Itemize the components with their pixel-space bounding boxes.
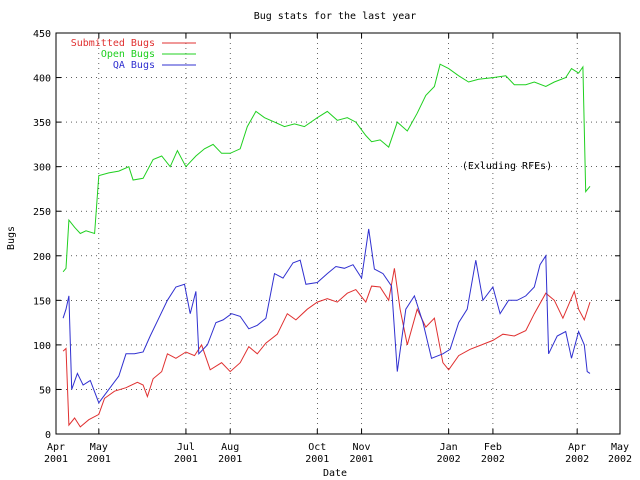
y-tick-label: 300 [33,163,51,174]
series-lines [62,63,591,428]
x-tick-label-year: 2002 [608,454,632,465]
x-axis-ticks: Apr2001May2001Jul2001Aug2001Oct2001Nov20… [44,33,632,465]
x-tick-label-month: Feb [484,442,502,453]
plot-area-frame [55,32,621,435]
x-tick-label-year: 2001 [87,454,111,465]
grid-lines [56,33,620,434]
x-tick-label-month: Aug [221,442,239,453]
x-tick-label-month: May [611,442,629,453]
x-tick-label-year: 2001 [350,454,374,465]
y-tick-label: 350 [33,118,51,129]
y-tick-label: 400 [33,74,51,85]
y-tick-label: 100 [33,341,51,352]
x-tick-label-year: 2001 [218,454,242,465]
y-tick-label: 50 [39,385,51,396]
x-tick-label-year: 2002 [565,454,589,465]
y-axis-label: Bugs [6,226,17,250]
x-tick-label-month: Nov [353,442,371,453]
series-line-open-bugs [62,63,591,273]
x-tick-label-year: 2002 [481,454,505,465]
annotation-text: (Exluding RFEs) [462,161,552,172]
y-tick-label: 450 [33,29,51,40]
x-tick-label-month: May [90,442,108,453]
legend-label-open-bugs: Open Bugs [101,49,155,60]
legend-label-submitted-bugs: Submitted Bugs [71,38,155,49]
x-tick-label-month: Apr [47,442,65,453]
y-tick-label: 250 [33,207,51,218]
legend-label-qa-bugs: QA Bugs [113,60,155,71]
x-tick-label-year: 2001 [174,454,198,465]
x-tick-label-month: Apr [568,442,586,453]
x-tick-label-month: Jul [177,442,195,453]
y-tick-label: 200 [33,252,51,263]
x-tick-label-year: 2001 [44,454,68,465]
chart-title: Bug stats for the last year [254,11,417,22]
y-tick-label: 0 [45,430,51,441]
y-tick-label: 150 [33,296,51,307]
x-axis-label: Date [323,468,347,479]
series-line-qa-bugs [62,228,591,404]
x-tick-label-month: Jan [440,442,458,453]
x-tick-label-year: 2002 [437,454,461,465]
series-line-submitted-bugs [62,268,591,428]
x-tick-label-month: Oct [308,442,326,453]
x-tick-label-year: 2001 [305,454,329,465]
y-axis-ticks: 0 50 100 150 200 250 300 350 400 450 [33,29,620,441]
